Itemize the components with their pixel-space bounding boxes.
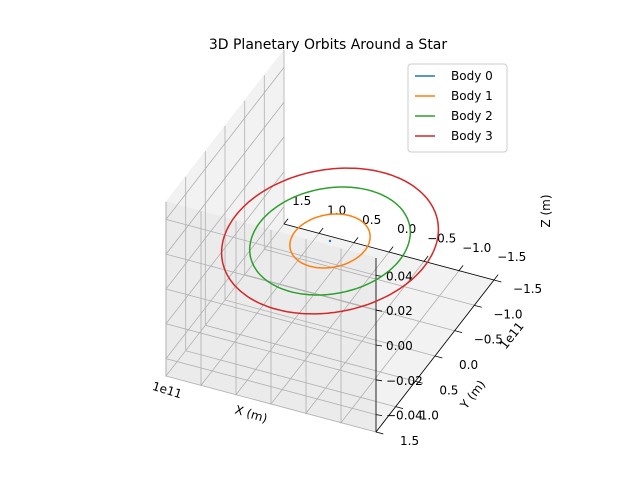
y-tick (434, 355, 443, 359)
x-tick-label: −1.0 (462, 241, 491, 255)
y-tick (493, 279, 502, 283)
y-grid-line (244, 100, 455, 332)
x-tick-label: 0.0 (397, 222, 416, 236)
y-grid-line (263, 75, 475, 306)
y-axis-label: Y (m) (457, 378, 488, 413)
z-grid-line (165, 101, 377, 311)
z-tick (375, 309, 383, 312)
z-grid-line (165, 206, 377, 415)
x-tick (493, 274, 499, 281)
orbit-body-3 (220, 167, 440, 315)
chart-title: 3D Planetary Orbits Around a Star (209, 37, 448, 53)
z-tick-label: 0.02 (386, 304, 413, 318)
y-tick-label: −1.0 (493, 307, 522, 321)
y-grid-line (165, 202, 377, 433)
y-tick-label: 1.5 (400, 434, 419, 448)
z-grid-line (165, 171, 377, 381)
x-tick-label: −0.5 (427, 232, 456, 246)
y-tick-label: −1.5 (513, 282, 542, 296)
z-axis-label: Z (m) (539, 194, 553, 227)
y-tick (454, 330, 463, 334)
legend-frame (407, 63, 508, 153)
y-tick (474, 304, 482, 308)
legend-label: Body 2 (451, 109, 493, 123)
orbit-series (220, 167, 440, 315)
x-tick (388, 246, 394, 253)
grid-lines (165, 50, 495, 434)
z-tick (375, 344, 383, 347)
y-tick-label: −0.5 (474, 333, 503, 347)
orbit-body-0 (328, 239, 332, 243)
y-tick-label: 1.0 (420, 409, 439, 423)
x-axis-label: X (m) (233, 403, 269, 426)
z-tick-label: 0.04 (386, 269, 413, 283)
orbit-body-2 (248, 186, 412, 296)
z-tick (375, 414, 383, 416)
y-tick-label: 0.0 (459, 358, 478, 372)
x-offset-label: 1e11 (151, 379, 184, 401)
x-tick-label: −1.5 (497, 250, 526, 264)
legend: Body 0 Body 1 Body 2 Body 3 (407, 63, 508, 153)
z-grid-line (165, 136, 377, 346)
z-tick-label: −0.02 (386, 374, 423, 388)
z-tick-label: 0.00 (386, 339, 413, 353)
x-tick-label: 1.0 (327, 204, 346, 218)
x-tick (353, 237, 359, 243)
y-grid-line (185, 176, 396, 408)
y-tick (415, 380, 423, 384)
x-tick-label: 1.5 (292, 194, 311, 208)
x-tick-label: 0.5 (362, 213, 381, 227)
y-tick-label: 0.5 (439, 383, 458, 397)
y-tick (395, 406, 404, 410)
x-tick (318, 227, 324, 234)
z-tick-label: −0.04 (386, 409, 423, 423)
legend-label: Body 0 (451, 69, 493, 83)
z-grid-line (165, 67, 377, 276)
y-grid-line (204, 151, 416, 382)
y-grid-line (224, 126, 436, 357)
x-tick (458, 265, 464, 271)
legend-label: Body 1 (451, 89, 493, 103)
y-tick (375, 431, 384, 435)
x-tick (423, 255, 429, 262)
z-tick (375, 379, 383, 382)
legend-label: Body 3 (451, 129, 493, 143)
orbit-body-1 (289, 213, 371, 269)
x-tick (283, 218, 289, 225)
